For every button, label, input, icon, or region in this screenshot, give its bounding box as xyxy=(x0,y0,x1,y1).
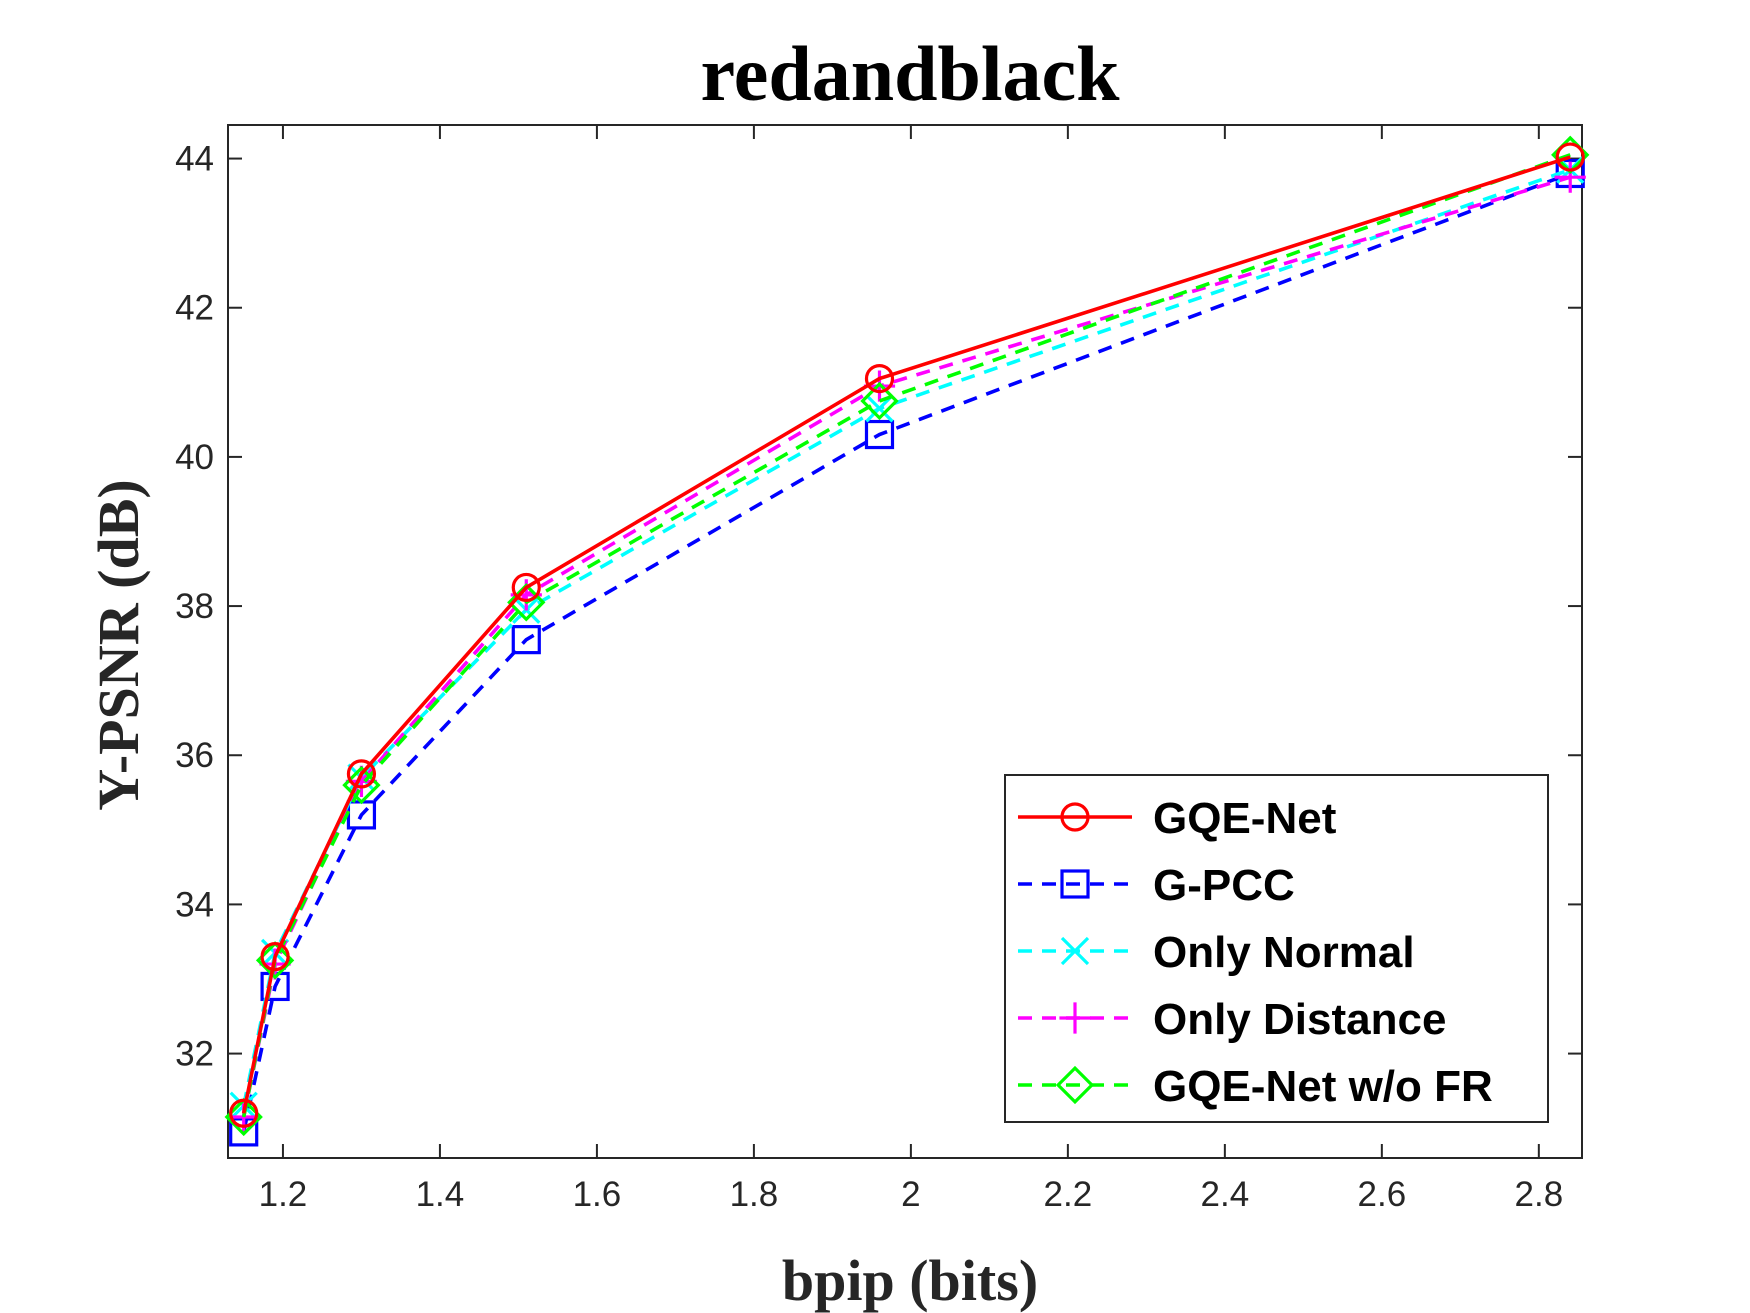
y-tick-label: 38 xyxy=(175,587,214,626)
legend-label-gqe-net-w-o-fr: GQE-Net w/o FR xyxy=(1153,1062,1493,1111)
data-point-gqe-net xyxy=(864,363,895,394)
data-point-gqe-net xyxy=(260,942,290,972)
chart-title: redandblack xyxy=(700,30,1120,117)
legend-item-only-normal: Only Normal xyxy=(1018,928,1415,977)
x-tick-label: 2.4 xyxy=(1201,1175,1250,1214)
legend-label-gqe-net: GQE-Net xyxy=(1153,794,1337,843)
x-tick-label: 2.6 xyxy=(1358,1175,1407,1214)
data-point-gqe-net xyxy=(1555,142,1585,172)
legend-marker-g-pcc xyxy=(1060,869,1090,899)
x-tick-label: 2 xyxy=(901,1175,920,1214)
legend-marker-gqe-net xyxy=(1060,802,1090,832)
legend-marker-only-distance xyxy=(1059,1002,1091,1034)
data-point-g-pcc xyxy=(864,419,895,450)
x-tick-label: 2.2 xyxy=(1044,1175,1093,1214)
y-tick-label: 42 xyxy=(175,289,214,328)
legend-marker-gqe-net-w-o-fr xyxy=(1055,1065,1095,1105)
y-axis-label: Y-PSNR (dB) xyxy=(86,479,151,810)
legend-item-gqe-net-w-o-fr: GQE-Net w/o FR xyxy=(1018,1062,1493,1111)
x-tick-label: 2.8 xyxy=(1515,1175,1564,1214)
series-gqe-net xyxy=(229,142,1585,1128)
legend-item-g-pcc: G-PCC xyxy=(1018,861,1295,910)
x-tick-label: 1.4 xyxy=(416,1175,465,1214)
data-point-gqe-net xyxy=(511,572,541,603)
y-tick-label: 32 xyxy=(175,1035,214,1074)
x-axis: 1.2 1.4 1.6 1.8 2 2.2 2.4 2.6 2.8 xyxy=(259,125,1564,1214)
data-point-only-distance xyxy=(1554,161,1586,193)
data-point-gqe-net-w-o-fr xyxy=(860,381,899,421)
series-line-gqe-net xyxy=(241,155,1571,1114)
legend-marker-only-normal xyxy=(1060,936,1090,966)
series-line-g-pcc xyxy=(241,171,1571,1133)
y-axis: 32 34 36 38 40 42 44 xyxy=(175,140,1582,1074)
x-tick-label: 1.2 xyxy=(259,1175,308,1214)
legend-label-only-distance: Only Distance xyxy=(1153,995,1446,1044)
series-layer xyxy=(224,135,1590,1147)
y-tick-label: 44 xyxy=(175,140,214,179)
legend-item-gqe-net: GQE-Net xyxy=(1018,794,1337,843)
x-axis-label: bpip (bits) xyxy=(782,1248,1038,1313)
data-point-gqe-net xyxy=(346,759,377,789)
legend: GQE-Net G-PCC Only Normal Only Distance GQE-… xyxy=(1004,774,1549,1123)
x-tick-label: 1.8 xyxy=(730,1175,779,1214)
legend-item-only-distance: Only Distance xyxy=(1018,995,1446,1044)
y-tick-label: 40 xyxy=(175,438,214,477)
data-point-gqe-net xyxy=(229,1098,259,1128)
y-tick-label: 36 xyxy=(175,736,214,775)
legend-label-only-normal: Only Normal xyxy=(1153,928,1415,977)
legend-box xyxy=(1004,774,1549,1123)
x-tick-label: 1.6 xyxy=(573,1175,622,1214)
y-tick-label: 34 xyxy=(175,885,214,924)
legend-label-g-pcc: G-PCC xyxy=(1153,861,1295,910)
data-point-g-pcc xyxy=(511,625,541,655)
